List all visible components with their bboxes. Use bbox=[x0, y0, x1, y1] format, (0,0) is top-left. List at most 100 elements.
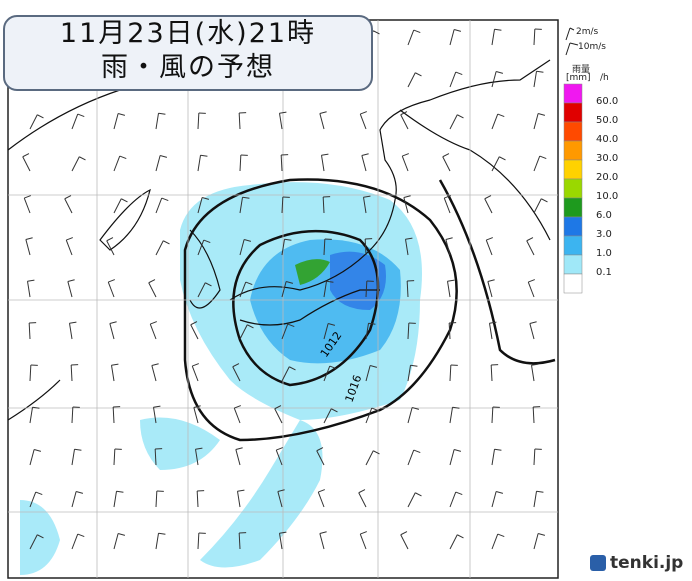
barb-staff bbox=[71, 491, 77, 508]
barb-feather bbox=[494, 28, 502, 31]
barb-staff bbox=[69, 323, 73, 340]
barb-feather bbox=[539, 155, 547, 160]
barb-feather bbox=[37, 534, 44, 539]
barb-feather bbox=[412, 407, 420, 410]
legend-swatch bbox=[563, 216, 583, 237]
barb-staff bbox=[274, 408, 283, 424]
barb-feather bbox=[526, 237, 534, 242]
barb-feather bbox=[121, 198, 128, 203]
barb-staff bbox=[67, 281, 73, 298]
barb-feather bbox=[331, 408, 338, 413]
barb-feather bbox=[234, 405, 241, 409]
barb-staff bbox=[239, 324, 248, 340]
barb-staff bbox=[106, 240, 115, 256]
barb-staff bbox=[197, 155, 201, 172]
barb-staff bbox=[151, 365, 157, 382]
barb-feather bbox=[24, 195, 31, 199]
barb-staff bbox=[533, 198, 542, 214]
barb-feather bbox=[108, 279, 115, 283]
barb-feather bbox=[77, 533, 85, 538]
barb-staff bbox=[403, 197, 409, 214]
barb-staff bbox=[491, 71, 497, 88]
barb-staff bbox=[155, 490, 158, 508]
barb-feather bbox=[79, 156, 86, 161]
barb-feather bbox=[242, 196, 250, 199]
barb-staff bbox=[280, 154, 283, 172]
barb-staff bbox=[29, 491, 37, 508]
barb-staff bbox=[113, 113, 119, 130]
barb-feather bbox=[64, 195, 72, 200]
barb-feather bbox=[489, 321, 497, 324]
barb-staff bbox=[533, 71, 537, 88]
barb-staff bbox=[401, 155, 409, 172]
barb-staff bbox=[361, 155, 367, 172]
barb-staff bbox=[70, 364, 73, 382]
barb-staff bbox=[22, 156, 31, 172]
barb-staff bbox=[111, 365, 115, 382]
barb-staff bbox=[365, 365, 371, 382]
barb-feather bbox=[529, 321, 537, 325]
logo-icon bbox=[590, 555, 606, 571]
barb-feather bbox=[316, 447, 324, 452]
barb-staff bbox=[316, 450, 325, 466]
barb-feather bbox=[413, 29, 421, 34]
barb-feather bbox=[321, 153, 329, 156]
barb-staff bbox=[281, 323, 289, 340]
barb-staff bbox=[23, 197, 31, 214]
barb-feather bbox=[111, 363, 119, 366]
barb-feather bbox=[235, 447, 243, 451]
barb-feather bbox=[35, 491, 43, 496]
barb-staff bbox=[279, 113, 283, 130]
barb-staff bbox=[485, 239, 493, 256]
barb-feather bbox=[158, 112, 166, 115]
barb-staff bbox=[29, 449, 35, 466]
barb-staff bbox=[29, 364, 32, 382]
barb-staff bbox=[449, 29, 455, 46]
barb-feather bbox=[289, 366, 296, 371]
barb-staff bbox=[233, 407, 241, 424]
barb-staff bbox=[449, 407, 453, 424]
barb-feather bbox=[118, 113, 126, 116]
barb-feather bbox=[151, 363, 159, 367]
barb-feather bbox=[76, 491, 84, 494]
barb-staff bbox=[526, 240, 535, 256]
barb-feather bbox=[119, 155, 127, 160]
barb-staff bbox=[238, 112, 241, 130]
barb-staff bbox=[407, 72, 416, 88]
legend-label: 10.0 bbox=[596, 191, 619, 202]
barb-feather bbox=[400, 111, 408, 116]
legend-swatch bbox=[563, 102, 583, 123]
barb-staff bbox=[533, 533, 539, 550]
barb-feather bbox=[447, 279, 455, 282]
barb-feather bbox=[158, 532, 166, 535]
barb-staff bbox=[71, 156, 80, 172]
barb-feather bbox=[454, 29, 462, 32]
barb-staff bbox=[109, 323, 115, 340]
barb-staff bbox=[323, 365, 331, 382]
barb-feather bbox=[106, 237, 114, 242]
barb-staff bbox=[449, 364, 452, 382]
barb-staff bbox=[323, 238, 326, 256]
barb-staff bbox=[364, 238, 367, 256]
barb-feather bbox=[279, 111, 287, 114]
barb-feather bbox=[531, 363, 539, 366]
barb-feather bbox=[538, 533, 546, 536]
barb-feather bbox=[326, 280, 334, 283]
title-box: 11月23日(水)21時 雨・風の予想 bbox=[3, 15, 373, 91]
barb-feather bbox=[200, 154, 208, 157]
legend-label: 6.0 bbox=[596, 210, 612, 221]
barb-feather bbox=[118, 533, 126, 536]
barb-staff bbox=[281, 281, 287, 298]
barb-staff bbox=[29, 534, 38, 550]
barb-staff bbox=[407, 322, 410, 340]
barb-staff bbox=[319, 113, 325, 130]
barb-staff bbox=[71, 449, 75, 466]
barb-staff bbox=[531, 365, 535, 382]
barb-feather bbox=[528, 279, 535, 283]
barb-feather bbox=[370, 365, 378, 368]
barb-staff bbox=[196, 490, 199, 508]
barb-feather bbox=[368, 322, 376, 325]
barb-staff bbox=[491, 491, 497, 508]
barb-staff bbox=[442, 156, 451, 172]
barb-staff bbox=[155, 533, 159, 550]
